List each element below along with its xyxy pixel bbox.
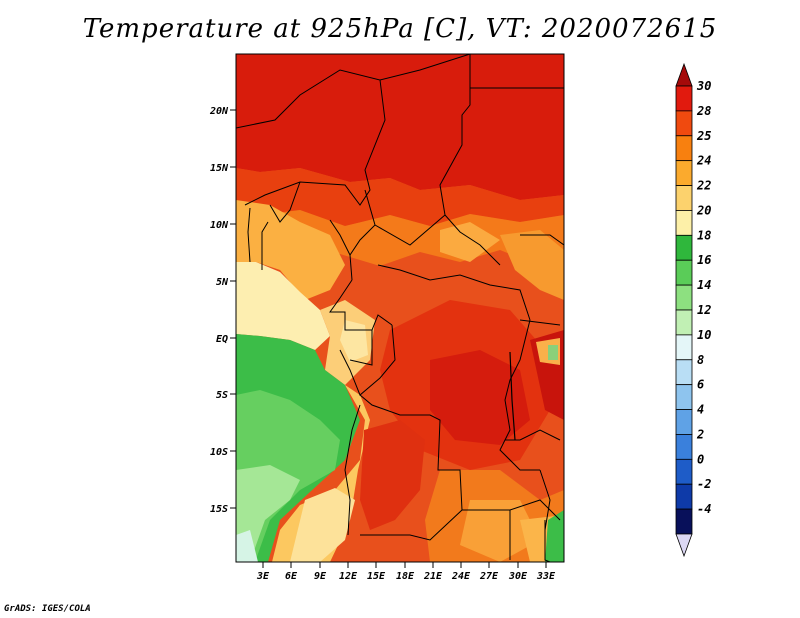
legend-upper-arrow: [675, 62, 693, 87]
legend-label: 8: [697, 353, 704, 367]
lat-label: 15S: [210, 504, 228, 515]
longitude-axis: 3E 6E 9E 12E 15E 18E 21E 24E 27E 30E 33E: [256, 562, 556, 582]
legend-label: 24: [696, 154, 711, 168]
map-title: Temperature at 925hPa [C], VT: 202007261…: [82, 14, 718, 44]
lon-label: 6E: [285, 571, 298, 582]
legend-swatch: [675, 508, 693, 535]
lon-label: 27E: [479, 571, 499, 582]
lat-label: EQ: [216, 334, 228, 345]
legend-label: -4: [697, 502, 711, 516]
legend-swatch: [675, 135, 693, 162]
lon-label: 3E: [256, 571, 270, 582]
legend-label: 4: [697, 403, 704, 417]
legend-label: 28: [696, 104, 711, 118]
lon-label: 12E: [339, 571, 358, 582]
legend-swatch: [675, 309, 693, 336]
lon-label: 18E: [396, 571, 415, 582]
lat-label: 20N: [209, 106, 229, 117]
legend-swatch: [675, 483, 693, 510]
legend-label: 30: [696, 79, 711, 93]
legend-label: 6: [697, 378, 704, 392]
lat-label: 5N: [216, 277, 229, 288]
country-borders: [236, 54, 564, 562]
temperature-field: [236, 54, 564, 562]
lon-label: 30E: [508, 571, 528, 582]
legend-label: -2: [697, 477, 711, 491]
legend-label: 16: [697, 253, 711, 267]
lon-label: 24E: [451, 571, 471, 582]
lon-label: 21E: [423, 571, 443, 582]
legend-swatch: [675, 334, 693, 361]
grads-credit: GrADS: IGES/COLA: [4, 604, 91, 614]
legend-label: 20: [696, 203, 711, 217]
lon-label: 33E: [536, 571, 556, 582]
legend-swatch: [675, 160, 693, 186]
legend-label: 2: [696, 427, 704, 441]
legend-swatch: [675, 284, 693, 311]
legend-swatch: [675, 85, 693, 112]
legend-label: 12: [697, 303, 711, 317]
legend-lower-arrow: [675, 533, 693, 558]
legend-swatch: [675, 384, 693, 410]
legend-label: 18: [697, 228, 711, 242]
legend-label: 25: [696, 129, 711, 143]
legend-swatch: [675, 210, 693, 236]
lon-label: 15E: [367, 571, 386, 582]
latitude-axis: 20N 15N 10N 5N EQ 5S 10S 15S: [209, 106, 236, 515]
lat-label: 5S: [216, 390, 228, 401]
legend-label: 22: [696, 179, 711, 193]
legend-swatch: [675, 234, 693, 261]
legend-swatch: [675, 409, 693, 435]
legend-label: 0: [697, 452, 704, 466]
legend-swatch: [675, 434, 693, 460]
lat-label: 10N: [210, 220, 229, 231]
legend-swatch: [675, 185, 693, 211]
legend-swatch: [675, 259, 693, 286]
legend-label: 10: [697, 328, 711, 342]
lat-label: 10S: [210, 447, 228, 458]
lat-label: 15N: [210, 163, 229, 174]
legend-swatch: [675, 110, 693, 137]
legend-swatch: [675, 359, 693, 386]
legend-swatch: [675, 458, 693, 485]
legend-label: 14: [697, 278, 711, 292]
map-frame: [235, 53, 565, 563]
lon-label: 9E: [314, 571, 327, 582]
